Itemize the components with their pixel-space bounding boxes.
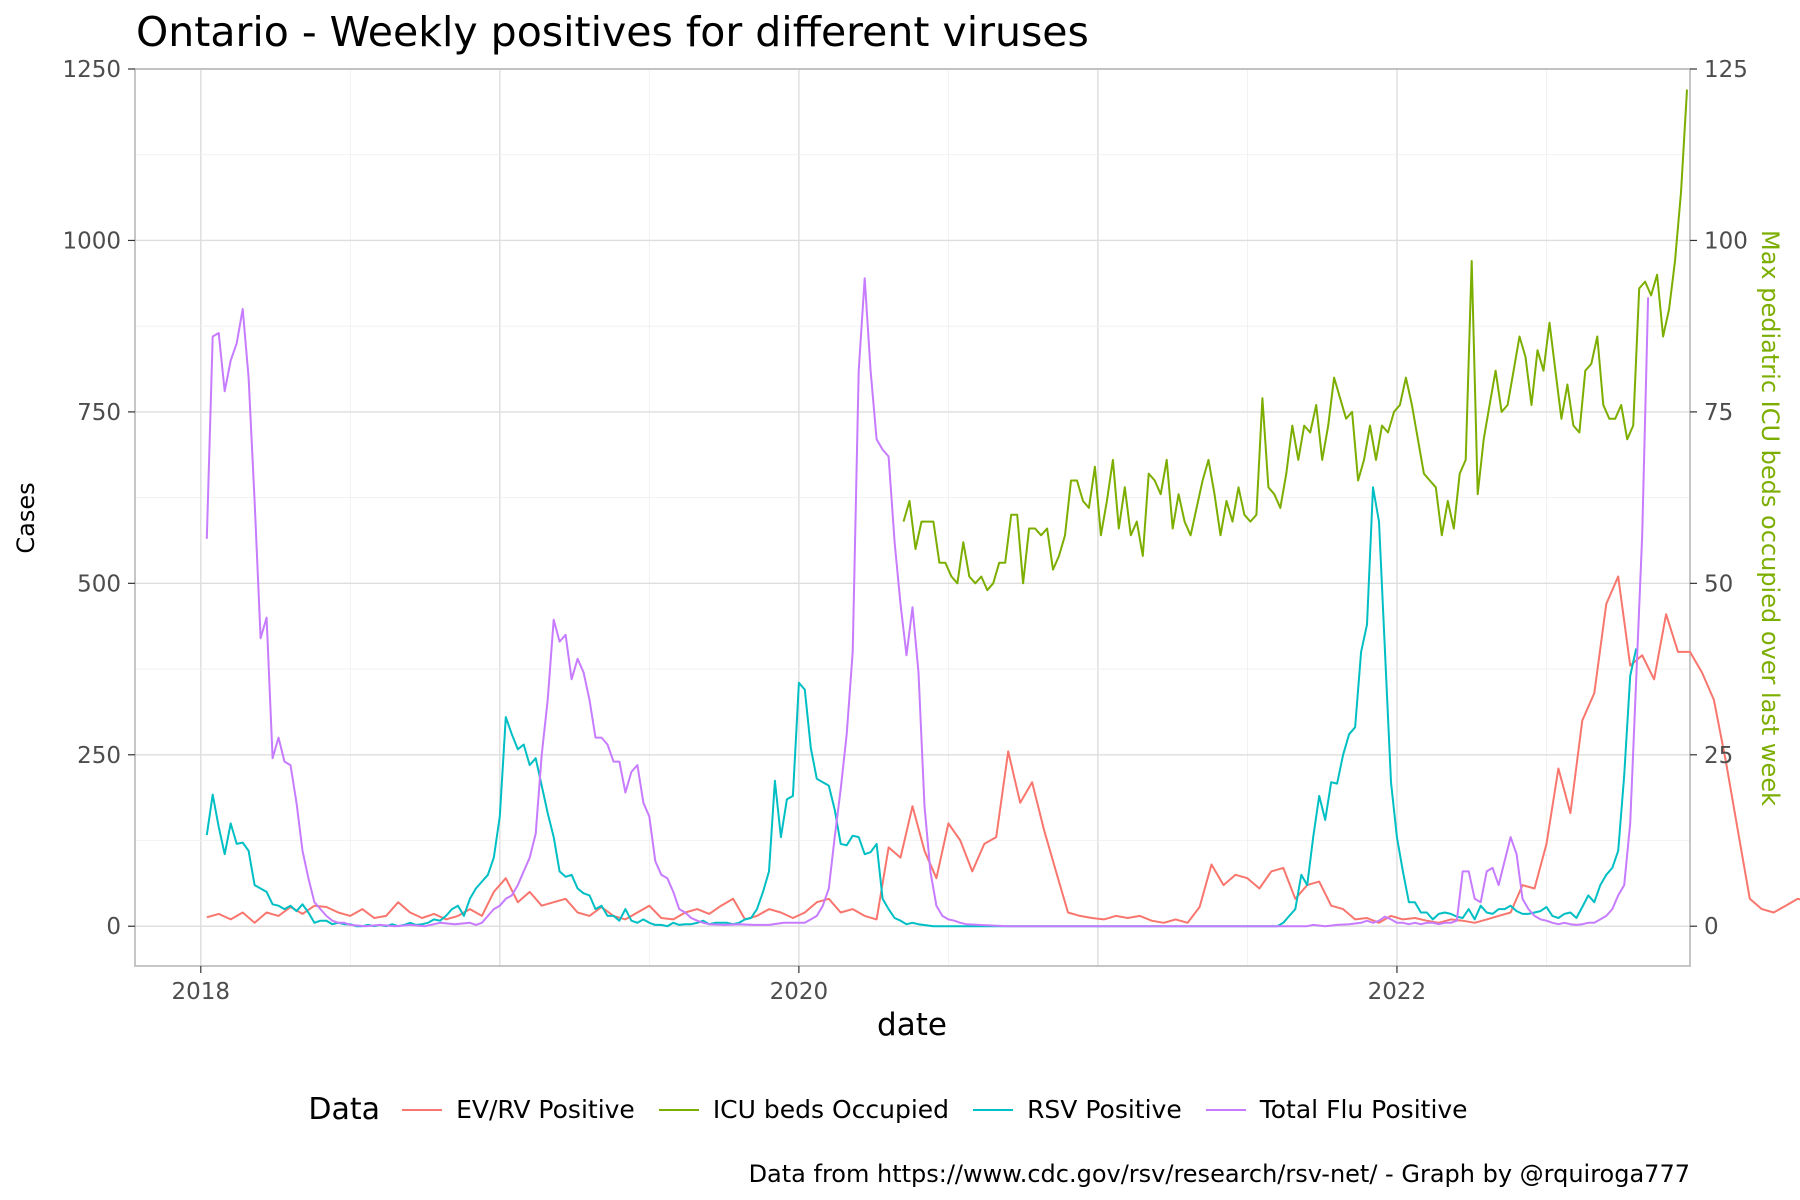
legend-item-rsv: RSV Positive [973,1095,1182,1124]
legend-item-icu: ICU beds Occupied [658,1095,950,1124]
legend-item-flu: Total Flu Positive [1205,1095,1468,1124]
legend-label-flu: Total Flu Positive [1259,1095,1468,1124]
x-tick-label: 2020 [770,979,829,1005]
y2-axis-label: Max pediatric ICU beds occupied over las… [1756,230,1784,806]
series-line-total-flu-positive [205,277,1650,928]
y2-tick-label: 75 [1704,400,1733,426]
legend-label-ev-rv: EV/RV Positive [456,1095,635,1124]
y2-tick-label: 100 [1704,228,1748,254]
y-axis-label: Cases [12,482,40,553]
y-tick-label: 250 [77,743,121,769]
y2-tick-label: 25 [1704,743,1733,769]
x-axis-label: date [877,1007,947,1043]
legend-key-icu [658,1108,699,1111]
axes: 0 250 500 750 1000 1250 0 25 50 75 100 125 2018 2020 2… [62,57,1747,1005]
legend-label-rsv: RSV Positive [1027,1095,1182,1124]
legend-key-ev-rv [402,1108,443,1111]
series-line-rsv-positive [205,486,1638,928]
series-line-ev-rv-positive [206,575,1800,924]
series-line-icu-beds-occupied [902,89,1688,592]
y-tick-label: 0 [106,914,121,940]
plot-area [205,89,1800,928]
y-tick-label: 1250 [62,57,121,83]
legend-key-rsv [973,1108,1014,1111]
x-tick-label: 2022 [1368,979,1427,1005]
legend-title: Data [308,1092,381,1127]
panel-border [134,68,1691,967]
legend: Data EV/RV Positive ICU beds Occupied RS… [0,1092,1800,1127]
legend-item-ev-rv: EV/RV Positive [402,1095,635,1124]
y2-tick-label: 0 [1704,914,1719,940]
y-tick-label: 750 [77,400,121,426]
y-tick-label: 500 [77,571,121,597]
x-tick-label: 2018 [172,979,231,1005]
chart-title: Ontario - Weekly positives for different… [136,8,1089,56]
y2-tick-label: 125 [1704,57,1748,83]
y2-tick-label: 50 [1704,571,1733,597]
legend-label-icu: ICU beds Occupied [712,1095,950,1124]
legend-key-flu [1205,1108,1246,1111]
chart-caption: Data from https://www.cdc.gov/rsv/resear… [748,1160,1690,1188]
y-tick-label: 1000 [62,228,121,254]
